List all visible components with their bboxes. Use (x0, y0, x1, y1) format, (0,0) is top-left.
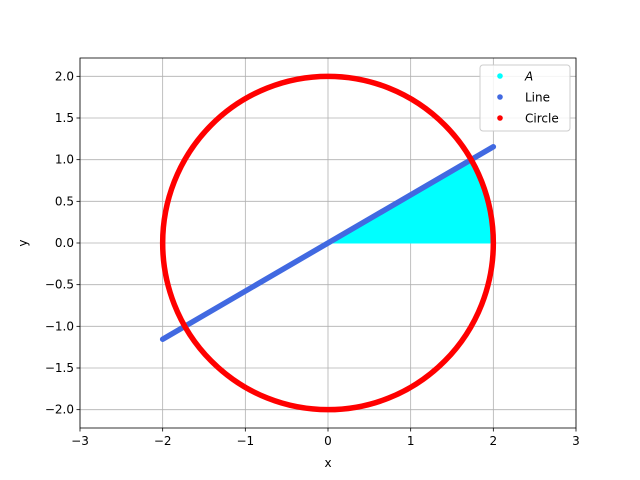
x-tick-label: 3 (572, 434, 580, 448)
line-series (159, 144, 497, 342)
y-axis-label: y (16, 239, 30, 246)
x-tick-label: −1 (236, 434, 254, 448)
legend-label: Line (525, 91, 550, 105)
legend-label: A (524, 70, 533, 84)
legend-box (479, 64, 571, 132)
legend-label: Circle (525, 112, 559, 126)
x-tick-label: −3 (71, 434, 89, 448)
x-tick-label: −2 (154, 434, 172, 448)
y-tick-label: −2.0 (45, 403, 74, 417)
x-tick-label: 1 (407, 434, 415, 448)
y-tick-label: −1.5 (45, 361, 74, 375)
y-tick-label: 2.0 (55, 69, 74, 83)
ticks: −3 −2 −1 0 1 2 3 −2.0 −1.5 −1.0 −0.5 0.0 0.5 1.0 1.5 2.… (45, 69, 580, 448)
x-tick-label: 2 (490, 434, 498, 448)
x-tick-label: 0 (324, 434, 332, 448)
y-tick-label: 1.5 (55, 111, 74, 125)
y-tick-label: 0.5 (55, 194, 74, 208)
data-layer (159, 73, 497, 413)
y-tick-label: 0.0 (55, 236, 74, 250)
x-axis-label: x (324, 456, 331, 470)
circle-series (159, 73, 497, 413)
legend: A Line Circle (479, 64, 571, 132)
legend-marker (497, 94, 503, 100)
legend-marker (497, 73, 503, 79)
y-tick-label: 1.0 (55, 153, 74, 167)
y-tick-label: −0.5 (45, 278, 74, 292)
y-tick-label: −1.0 (45, 319, 74, 333)
legend-marker (497, 115, 503, 121)
